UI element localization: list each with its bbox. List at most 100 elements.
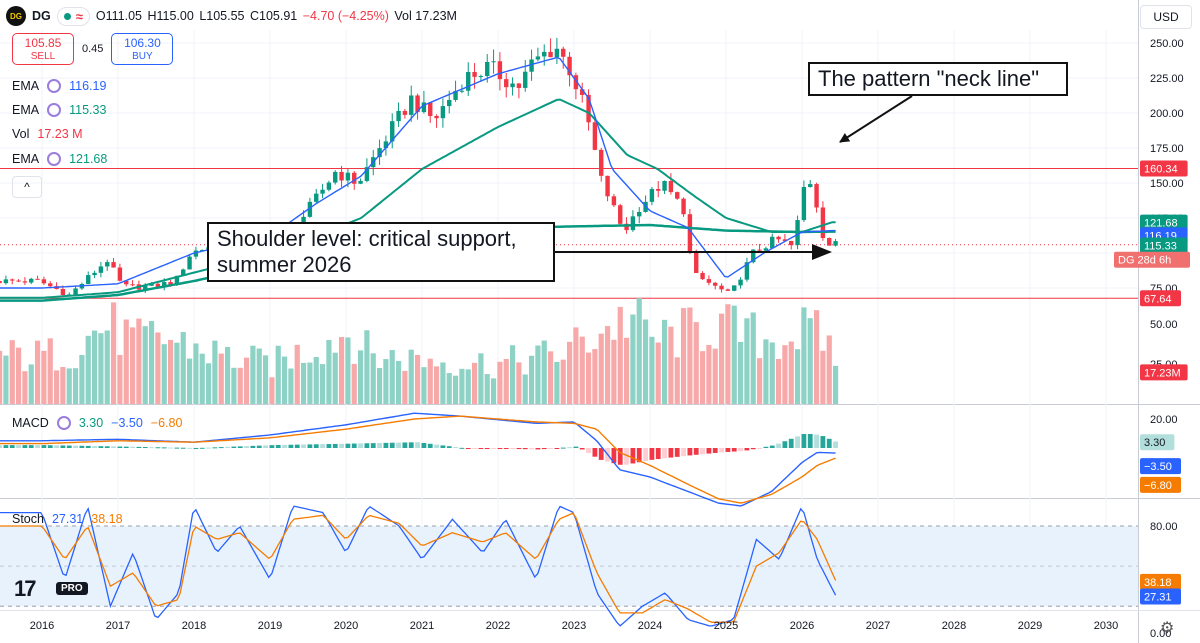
volume-bar (440, 362, 446, 404)
legend-value: 121.68 (69, 152, 108, 166)
macd-histogram-bar (491, 448, 496, 449)
candle-body (605, 175, 610, 197)
candle-body (656, 189, 661, 191)
ohlc-high: H115.00 (147, 9, 194, 23)
ohlc-close: C105.91 (249, 9, 298, 23)
macd-histogram-bar (535, 448, 541, 450)
cycle-icon (47, 79, 62, 93)
status-toggle[interactable]: ≈ (56, 6, 90, 26)
stoch-d-line (0, 512, 837, 623)
macd-histogram-bar (66, 445, 72, 448)
macd-histogram-bar (225, 446, 230, 448)
volume-bar (478, 353, 484, 404)
candle-body (358, 180, 363, 184)
tradingview-logo[interactable]: 17 (14, 576, 37, 601)
candle-body (491, 61, 496, 63)
legend-ema-3[interactable]: EMA 121.68 (12, 152, 107, 166)
candle-body (567, 56, 572, 76)
macd-histogram-bar (396, 442, 401, 448)
candle-body (168, 282, 173, 285)
macd-histogram-bar (757, 448, 762, 449)
candle-body (757, 249, 762, 251)
volume-bar (674, 357, 680, 404)
neck-line-arrow (839, 95, 913, 143)
macd-histogram-bar (41, 445, 47, 448)
candle-body (174, 275, 180, 285)
currency-selector[interactable]: USD (1140, 5, 1192, 29)
volume-bar (307, 362, 313, 404)
volume-bar (788, 341, 794, 404)
macd-histogram-bar (548, 448, 553, 449)
legend-vol[interactable]: Vol 17.23 M (12, 127, 83, 141)
macd-hist-label-bg (1140, 434, 1175, 451)
candle-body (586, 94, 591, 123)
macd-histogram-bar (636, 448, 642, 463)
volume-bar (148, 321, 155, 404)
legend-ema-1[interactable]: EMA 116.19 (12, 79, 106, 93)
stoch-legend[interactable]: Stoch 27.31 38.18 (12, 512, 123, 526)
macd-histogram-bar (174, 447, 180, 449)
macd-histogram-bar (516, 448, 522, 450)
macd-histogram-bar (744, 448, 750, 451)
volume-bar (243, 357, 250, 404)
candle-body (86, 275, 91, 284)
macd-histogram-bar (47, 445, 53, 448)
candle-body (694, 251, 699, 274)
gear-icon[interactable]: ⚙ (1160, 620, 1175, 637)
volume-bar (414, 354, 421, 404)
volume-bar (47, 338, 53, 404)
candle-body (402, 110, 408, 115)
macd-histogram-bar (560, 447, 566, 449)
buy-button[interactable]: 106.30 BUY (111, 33, 174, 65)
volume-bar (199, 353, 205, 404)
neck-line-text: The pattern "neck line" (818, 66, 1040, 91)
macd-histogram-bar (427, 443, 433, 448)
legend-name: EMA (12, 79, 40, 93)
candle-body (649, 189, 655, 202)
volume-bar (193, 343, 199, 404)
collapse-legend-button[interactable]: ^ (12, 176, 42, 198)
sell-button[interactable]: 105.85 SELL (12, 33, 74, 65)
candle-body (143, 285, 148, 290)
candle-body (637, 211, 642, 217)
macd-histogram-bar (776, 443, 781, 448)
macd-histogram-bar (541, 448, 547, 450)
macd-legend[interactable]: MACD 3.30 −3.50 −6.80 (12, 416, 182, 430)
candle-body (719, 285, 724, 290)
candle-body (364, 167, 370, 181)
volume-bar (294, 344, 300, 404)
candle-body (516, 83, 522, 88)
macd-histogram-bar (687, 448, 693, 456)
macd-histogram-bar (725, 448, 731, 452)
volume-bar (516, 362, 522, 404)
macd-histogram-bar (522, 448, 528, 450)
price-axis-tick: 175.00 (1150, 143, 1184, 155)
time-axis-tick: 2027 (866, 620, 890, 632)
macd-histogram-bar (529, 448, 534, 450)
legend-ema-2[interactable]: EMA 115.33 (12, 103, 106, 117)
volume-bar (427, 358, 433, 404)
macd-histogram-bar (421, 443, 427, 448)
volume-bar (231, 367, 237, 404)
time-axis-tick: 2024 (638, 620, 662, 632)
volume-bar (718, 313, 725, 404)
macd-histogram-bar (801, 433, 807, 448)
volume-bar (560, 359, 566, 404)
candle-body (73, 288, 78, 295)
macd-histogram-bar (377, 443, 382, 448)
volume-bar (547, 351, 554, 404)
time-axis-tick: 2016 (30, 620, 54, 632)
candle-body (60, 289, 66, 295)
candle-body (592, 122, 598, 150)
price-label-ema-long-bg (1140, 214, 1188, 231)
price-axis-tick: 200.00 (1150, 108, 1184, 120)
symbol-name[interactable]: DG (32, 9, 51, 23)
candle-body (820, 207, 826, 239)
candle-body (428, 102, 433, 116)
legend-name: EMA (12, 103, 40, 117)
candle-body (16, 280, 21, 282)
volume-last-label-bg (1140, 364, 1188, 381)
volume-bar (98, 333, 104, 404)
macd-histogram-bar (3, 445, 9, 448)
